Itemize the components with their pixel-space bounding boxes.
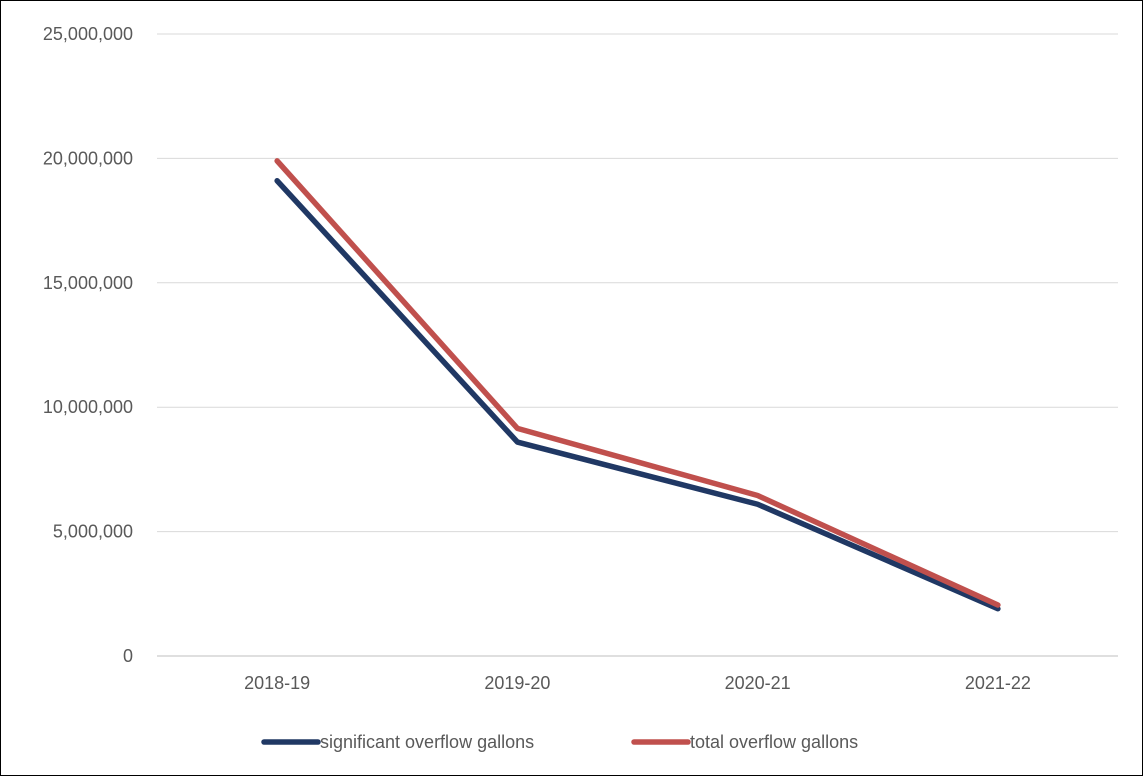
x-tick-label: 2019-20 [484, 673, 550, 693]
series-lines [274, 158, 1001, 612]
y-tick-label: 0 [123, 646, 133, 666]
y-tick-label: 20,000,000 [43, 148, 133, 168]
y-tick-label: 15,000,000 [43, 273, 133, 293]
legend: significant overflow gallons total overfl… [261, 732, 858, 752]
gridlines [157, 33, 1118, 657]
y-tick-label: 5,000,000 [53, 522, 133, 542]
legend-label: total overflow gallons [690, 732, 858, 752]
x-tick-label: 2020-21 [725, 673, 791, 693]
x-tick-label: 2021-22 [965, 673, 1031, 693]
y-tick-label: 25,000,000 [43, 24, 133, 44]
series-line-0 [274, 178, 1001, 612]
y-axis-tick-labels: 0 5,000,000 10,000,000 15,000,000 20,000,000… [43, 24, 133, 666]
x-axis-tick-labels: 2018-19 2019-20 2020-21 2021-22 [244, 673, 1031, 693]
y-tick-label: 10,000,000 [43, 397, 133, 417]
series-line-1 [274, 158, 1001, 608]
x-tick-label: 2018-19 [244, 673, 310, 693]
legend-label: significant overflow gallons [320, 732, 534, 752]
